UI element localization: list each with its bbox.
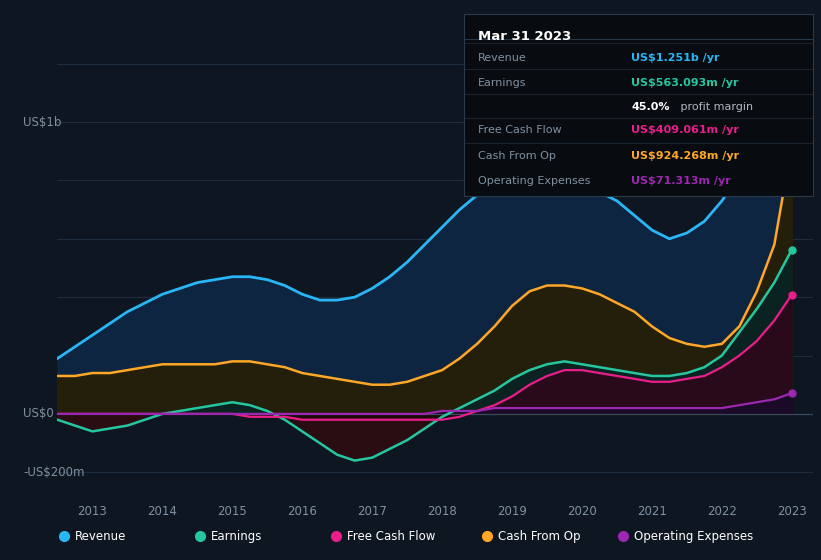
Text: US$563.093m /yr: US$563.093m /yr [631,78,739,88]
Text: US$1b: US$1b [24,115,62,129]
Text: Operating Expenses: Operating Expenses [634,530,753,543]
Text: Mar 31 2023: Mar 31 2023 [478,30,571,43]
Text: Operating Expenses: Operating Expenses [478,176,590,186]
Text: Revenue: Revenue [478,53,526,63]
Text: Free Cash Flow: Free Cash Flow [347,530,435,543]
Text: US$409.061m /yr: US$409.061m /yr [631,125,739,136]
Text: Cash From Op: Cash From Op [478,151,556,161]
Text: US$924.268m /yr: US$924.268m /yr [631,151,740,161]
Text: profit margin: profit margin [677,102,753,112]
Text: Revenue: Revenue [75,530,126,543]
Text: -US$200m: -US$200m [24,466,85,479]
Text: Earnings: Earnings [211,530,263,543]
Text: Earnings: Earnings [478,78,526,88]
Text: US$1.251b /yr: US$1.251b /yr [631,53,720,63]
Text: Cash From Op: Cash From Op [498,530,580,543]
Text: US$0: US$0 [24,407,54,421]
Text: US$71.313m /yr: US$71.313m /yr [631,176,731,186]
Text: Free Cash Flow: Free Cash Flow [478,125,562,136]
Text: 45.0%: 45.0% [631,102,670,112]
